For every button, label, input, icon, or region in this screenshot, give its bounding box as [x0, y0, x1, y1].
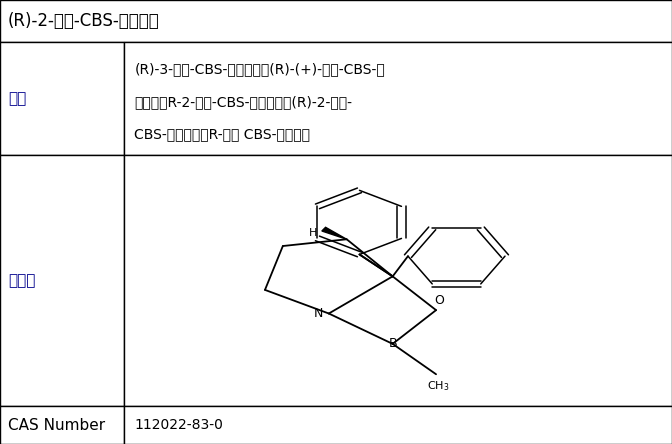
Text: B: B	[388, 337, 397, 350]
Text: H: H	[309, 227, 318, 238]
Text: (R)-3-甲基-CBS-氧杂垄問；(R)-(+)-甲基-CBS-恶: (R)-3-甲基-CBS-氧杂垄問；(R)-(+)-甲基-CBS-恶	[134, 63, 385, 76]
Text: (R)-2-甲基-CBS-恶唠垄烷: (R)-2-甲基-CBS-恶唠垄烷	[8, 12, 160, 30]
Bar	[0, 406, 124, 444]
Text: CH$_3$: CH$_3$	[427, 380, 450, 393]
Text: CAS Number: CAS Number	[8, 418, 106, 432]
Text: 112022-83-0: 112022-83-0	[134, 418, 223, 432]
Bar	[124, 42, 672, 155]
Bar	[124, 155, 672, 406]
Bar	[0, 0, 672, 42]
Text: N: N	[314, 307, 323, 320]
Text: 别名: 别名	[8, 91, 26, 106]
Text: CBS-噌唠垄烷；R-甲基 CBS-恶唠垄烷: CBS-噌唠垄烷；R-甲基 CBS-恶唠垄烷	[134, 127, 310, 141]
Polygon shape	[322, 227, 347, 239]
Text: 结构式: 结构式	[8, 274, 36, 288]
Bar	[0, 42, 124, 155]
Text: 唠垄烷；R-2-甲基-CBS-恶唠垄烷；(R)-2-甲基-: 唠垄烷；R-2-甲基-CBS-恶唠垄烷；(R)-2-甲基-	[134, 95, 352, 109]
Text: O: O	[435, 294, 444, 307]
Bar	[0, 155, 124, 406]
Bar	[124, 406, 672, 444]
